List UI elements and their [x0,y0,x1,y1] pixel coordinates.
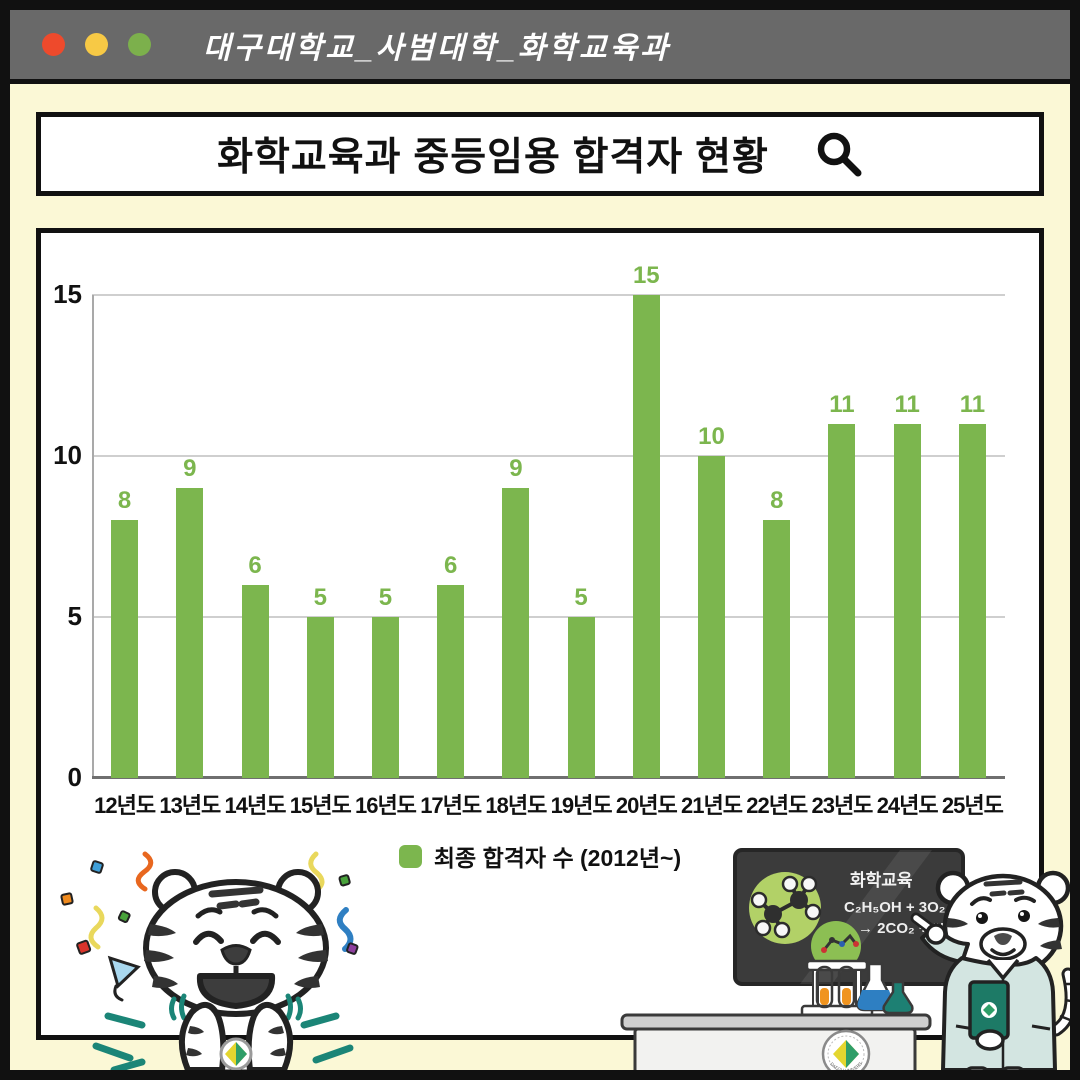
molecule-small-icon [821,933,859,953]
x-tick-label: 23년도 [811,793,873,818]
x-tick-label: 12년도 [94,793,156,818]
emphasis-lines [92,1012,354,1070]
confetti-square-icon [90,860,104,874]
gridline-y15 [92,294,1005,296]
bar-value-label: 11 [894,390,920,418]
bar-value-label: 6 [443,551,458,579]
bar-20년도 [632,295,660,778]
bar-chart: 0 5 10 15 8 12년도 9 13년도 6 14년도 5 15년도 5 16년도 6 17년도 9 18년… [53,262,1005,818]
titlebar-title: 대구대학교_사범대학_화학교육과 [203,31,671,65]
legend-swatch [398,844,422,868]
clap-marks [169,993,303,1021]
bar-23년도 [828,423,856,778]
chart-legend: 최종 합격자 수 (2012년~) [41,839,1039,873]
bar-13년도 [176,488,204,778]
x-tick-label: 19년도 [550,793,613,818]
molecule-atoms [750,875,822,939]
bar-value-label: 5 [574,584,588,611]
x-tick-label: 18년도 [485,793,547,818]
bar-14년도 [241,584,269,778]
bar-value-label: 9 [509,455,523,483]
desk-top [620,1013,932,1031]
bar-value-label: 11 [829,390,855,418]
celebrating-tiger-illustration [60,851,359,1070]
party-cone-tail [113,984,124,1002]
gridline-y5 [92,616,1005,618]
blackboard-heading: 화학교육 [850,871,913,890]
x-tick-label: 25년도 [941,793,1004,818]
y-tick-label: 15 [53,279,82,309]
bar-value-label: 8 [770,487,784,515]
bar-15년도 [306,617,334,778]
tiger-mouth [196,973,276,1009]
confetti-square-icon [60,892,74,906]
y-tick-label: 5 [67,601,82,631]
bar-value-label: 6 [248,551,262,579]
x-tick-label: 17년도 [420,793,482,818]
x-tick-label: 20년도 [615,793,678,818]
bar-21년도 [698,456,726,778]
tiger-nose [220,944,252,966]
party-cone-icon [107,955,141,989]
tiger-face [193,907,281,945]
confetti-ribbon-icon [308,851,325,894]
medal-diamond-half [236,1042,247,1066]
bar-value-label: 5 [378,584,393,611]
titlebar: 대구대학교_사범대학_화학교육과 [10,10,1070,84]
confetti-ribbon-icon [88,905,105,950]
bar-16년도 [371,617,399,778]
bar-19년도 [567,617,595,778]
search-box: 화학교육과 중등임용 합격자 현황 [36,112,1044,196]
bar-18년도 [502,488,530,778]
x-tick-label: 24년도 [876,793,939,818]
bar-25년도 [958,423,986,778]
search-icon[interactable] [815,130,863,178]
bar-24년도 [893,423,921,778]
confetti-square-icon [76,939,92,955]
bar-value-label: 15 [632,262,660,289]
flask-teal [882,980,914,1015]
tiger-forehead-stripes [208,886,264,910]
x-tick-label: 13년도 [159,793,221,818]
y-axis [92,295,94,778]
confetti-ribbon-icon [135,851,154,892]
confetti-square-icon [117,910,131,923]
window-control-green-icon[interactable] [128,33,151,56]
teacher-tiger-scene: 화학교육 C₂H₅OH + 3O₂ → 2CO₂ + 3H₂O [610,830,1070,1070]
bar-value-label: 10 [698,423,725,450]
x-tick-label: 14년도 [224,793,287,818]
molecule-circle-small [811,921,861,971]
page-title: 화학교육과 중등임용 합격자 현황 [217,136,769,179]
window-control-yellow-icon[interactable] [85,33,108,56]
bar-value-label: 8 [117,487,132,515]
x-tick-label: 15년도 [289,793,352,818]
tiger-cheek-stripes [144,924,328,988]
window-control-red-icon[interactable] [42,33,65,56]
teacher-tiger [910,870,1070,1070]
bar-value-label: 11 [959,390,986,418]
confetti-square-icon [346,942,359,955]
confetti-square-icon [338,874,351,887]
blackboard-equation-1: C₂H₅OH + 3O₂ [844,899,945,916]
gridline-y10 [92,455,1005,457]
x-tick-label: 16년도 [354,793,417,818]
bar-17년도 [437,584,465,778]
x-tick-label: 22년도 [746,793,808,818]
test-tubes [815,965,856,1009]
y-tick-label: 0 [67,762,82,792]
page-background: 대구대학교_사범대학_화학교육과 화학교육과 중등임용 합격자 현황 0 5 10 1… [10,10,1070,1070]
bar-value-label: 5 [313,584,327,611]
desk-body [633,1027,917,1070]
bar-12년도 [111,520,139,778]
legend-label: 최종 합격자 수 (2012년~) [433,845,682,871]
x-axis [92,776,1005,779]
x-tick-label: 21년도 [681,793,743,818]
bar-value-label: 9 [183,455,197,483]
y-tick-label: 10 [53,440,82,470]
bar-22년도 [763,520,791,778]
